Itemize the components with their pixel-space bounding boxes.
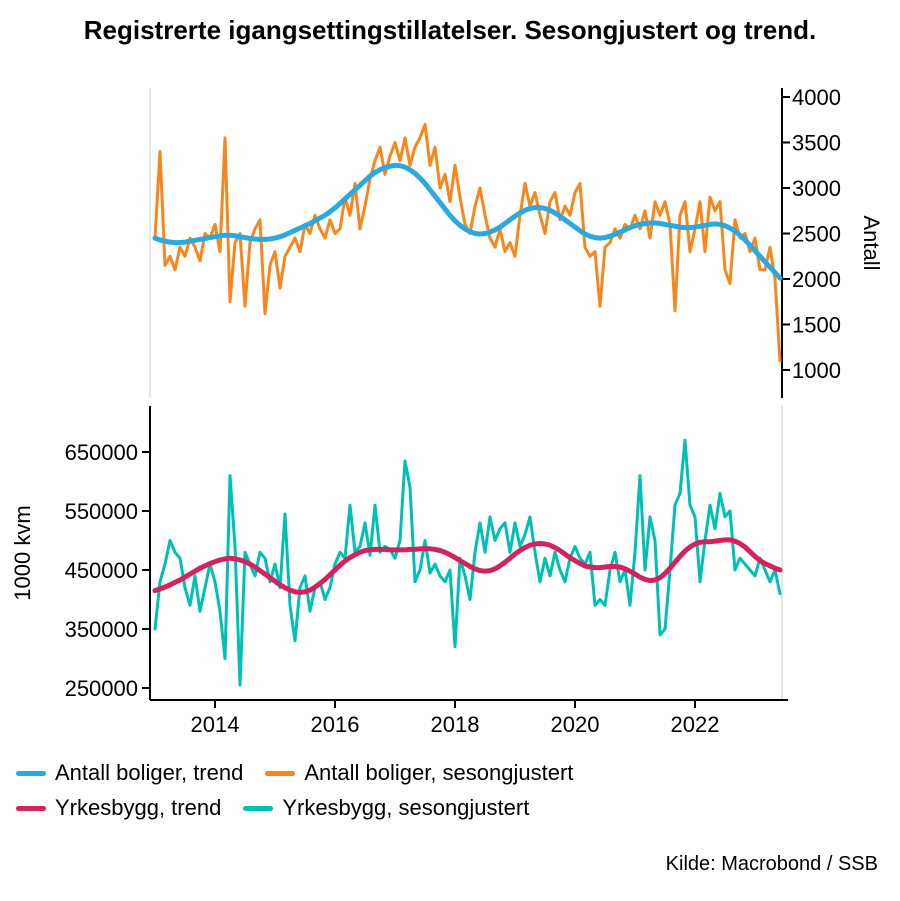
y-axis-title-bottom: 1000 kvm [10, 505, 35, 600]
y-tick-label: 3500 [792, 131, 841, 156]
y-tick-label: 1500 [792, 313, 841, 338]
chart-legend: Antall boliger, trend Antall boliger, se… [16, 760, 573, 821]
x-tick-label: 2018 [431, 712, 480, 737]
legend-item-antall-boliger-trend: Antall boliger, trend [16, 760, 243, 786]
series-yrkesbygg-sesongjustert [153, 438, 782, 687]
x-tick-label: 2016 [311, 712, 360, 737]
panel-bottom: 250000 350000 450000 550000 650000 1000 kvm [10, 406, 783, 701]
y-tick-label: 350000 [65, 617, 138, 642]
legend-row-1: Antall boliger, trend Antall boliger, se… [16, 760, 573, 786]
legend-label-antall-boliger-sesongjustert: Antall boliger, sesongjustert [304, 760, 574, 785]
chart-title: Registrerte igangsettingstillatelser. Se… [83, 15, 817, 45]
x-tick-label: 2020 [551, 712, 600, 737]
y-tick-label: 2000 [792, 267, 841, 292]
y-tick-label: 4000 [792, 85, 841, 110]
y-tick-label: 2500 [792, 222, 841, 247]
legend-swatch-antall-boliger-sesongjustert [265, 770, 296, 776]
y-axis-title-top: Antall [859, 215, 884, 270]
x-tick-label: 2022 [671, 712, 720, 737]
x-tick-label: 2014 [191, 712, 240, 737]
y-tick-label: 3000 [792, 176, 841, 201]
y-tick-label: 550000 [65, 499, 138, 524]
chart-canvas: 1000 1500 2000 2500 3000 3500 4000 Antall 250000… [10, 85, 884, 737]
source-credit: Kilde: Macrobond / SSB [665, 853, 878, 875]
series-yrkesbygg-trend [152, 537, 783, 595]
legend-label-yrkesbygg-trend: Yrkesbygg, trend [55, 795, 222, 820]
y-tick-label: 1000 [792, 358, 841, 383]
legend-label-antall-boliger-trend: Antall boliger, trend [55, 760, 244, 785]
legend-row-2: Yrkesbygg, trend Yrkesbygg, sesongjuster… [16, 795, 573, 821]
y-tick-label: 450000 [65, 558, 138, 583]
panel-top: 1000 1500 2000 2500 3000 3500 4000 Antall [152, 85, 884, 398]
legend-item-antall-boliger-sesongjustert: Antall boliger, sesongjustert [265, 760, 573, 786]
x-axis: 2014 2016 2018 2020 2022 [150, 699, 788, 737]
legend-swatch-yrkesbygg-sesongjustert [243, 805, 274, 811]
legend-label-yrkesbygg-sesongjustert: Yrkesbygg, sesongjustert [282, 795, 530, 820]
y-tick-label: 250000 [65, 676, 138, 701]
series-antall-boliger-sesongjustert [153, 122, 782, 363]
legend-swatch-yrkesbygg-trend [16, 805, 46, 811]
legend-item-yrkesbygg-sesongjustert: Yrkesbygg, sesongjustert [243, 795, 529, 821]
legend-item-yrkesbygg-trend: Yrkesbygg, trend [16, 795, 221, 821]
y-tick-label: 650000 [65, 440, 138, 465]
series-antall-boliger-trend [152, 162, 783, 281]
legend-swatch-antall-boliger-trend [16, 770, 46, 776]
